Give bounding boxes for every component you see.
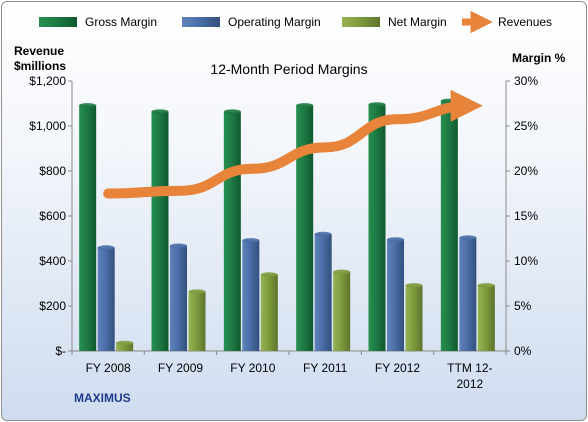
y-left-tick-label: $800	[39, 164, 66, 178]
bars	[79, 98, 495, 352]
net-margin-bar-cap	[333, 269, 351, 274]
net-margin-bar	[116, 342, 134, 351]
y-left-tick-label: $-	[55, 344, 66, 358]
y-left-tick-label: $200	[39, 299, 66, 313]
legend-label-revenues: Revenues	[498, 15, 552, 29]
y-left-axis-title-unit: $millions	[14, 59, 66, 73]
operating-margin-bar	[459, 237, 477, 351]
y-right-tick-label: 20%	[514, 164, 538, 178]
y-right-tick-label: 10%	[514, 254, 538, 268]
net-margin-bar-cap	[405, 283, 423, 288]
legend: Gross Margin Operating Margin Net Margin Re…	[39, 10, 552, 34]
net-margin-bar-cap	[260, 272, 278, 277]
operating-margin-bar-cap	[242, 238, 260, 243]
gross-margin-bar	[296, 105, 314, 351]
legend-label-net-margin: Net Margin	[388, 15, 447, 29]
y-left-tick-label: $1,000	[29, 119, 66, 133]
legend-swatch-operating-margin	[182, 17, 220, 27]
axes	[68, 80, 510, 355]
operating-margin-bar-cap	[387, 237, 404, 242]
net-margin-bar	[405, 285, 423, 351]
legend-swatch-net-margin	[342, 17, 380, 27]
net-margin-bar	[477, 285, 495, 351]
y-left-tick-label: $600	[39, 209, 66, 223]
y-right-axis-title: Margin %	[512, 51, 566, 65]
gross-margin-bar-cap	[79, 103, 97, 108]
net-margin-bar-cap	[188, 289, 206, 294]
y-left-axis-title: Revenue	[14, 44, 64, 58]
chart-title: 12-Month Period Margins	[210, 61, 367, 77]
gross-margin-bar-cap	[296, 103, 314, 108]
x-tick-label: FY 2012	[375, 361, 420, 375]
revenue-line	[103, 89, 483, 199]
net-margin-bar	[333, 271, 351, 351]
y-right-tick-label: 0%	[514, 344, 532, 358]
x-tick-label: FY 2010	[230, 361, 275, 375]
x-tick-label: TTM 12-	[447, 361, 492, 375]
gross-margin-bar	[151, 111, 169, 351]
y-right-tick-label: 15%	[514, 209, 538, 223]
gross-margin-bar-cap	[151, 109, 169, 114]
net-margin-bar	[188, 291, 206, 351]
operating-margin-bar	[387, 239, 404, 351]
legend-label-gross-margin: Gross Margin	[85, 15, 157, 29]
x-tick-label: 2012	[456, 377, 483, 391]
operating-margin-bar-cap	[170, 243, 187, 248]
x-tick-label: FY 2008	[86, 361, 131, 375]
net-margin-bar-cap	[116, 340, 134, 346]
operating-margin-bar-cap	[97, 245, 115, 250]
operating-margin-bar	[170, 245, 187, 351]
revenues-line	[103, 89, 483, 199]
legend-label-operating-margin: Operating Margin	[228, 15, 321, 29]
y-right-tick-label: 5%	[514, 299, 532, 313]
operating-margin-bar	[242, 240, 260, 351]
operating-margin-bar	[314, 234, 332, 351]
legend-swatch-gross-margin	[39, 17, 77, 27]
gross-margin-bar	[79, 105, 97, 351]
operating-margin-bar	[97, 247, 115, 351]
y-right-tick-label: 25%	[514, 119, 538, 133]
y-left-tick-label: $400	[39, 254, 66, 268]
gross-margin-bar-cap	[223, 109, 241, 114]
gross-margin-bar	[368, 104, 386, 352]
chart-text: 12-Month Period Margins Revenue$millions M…	[14, 44, 566, 405]
x-tick-label: FY 2011	[303, 361, 348, 375]
y-right-tick-label: 30%	[514, 74, 538, 88]
net-margin-bar-cap	[477, 283, 495, 288]
gross-margin-bar	[440, 100, 458, 351]
gross-margin-bar	[223, 111, 241, 351]
footer-label: MAXIMUS	[74, 391, 131, 405]
gross-margin-bar-cap	[368, 102, 386, 107]
operating-margin-bar-cap	[314, 231, 332, 237]
operating-margin-bar-cap	[459, 235, 477, 240]
net-margin-bar	[260, 274, 278, 351]
y-left-tick-label: $1,200	[29, 74, 66, 88]
x-tick-label: FY 2009	[158, 361, 203, 375]
